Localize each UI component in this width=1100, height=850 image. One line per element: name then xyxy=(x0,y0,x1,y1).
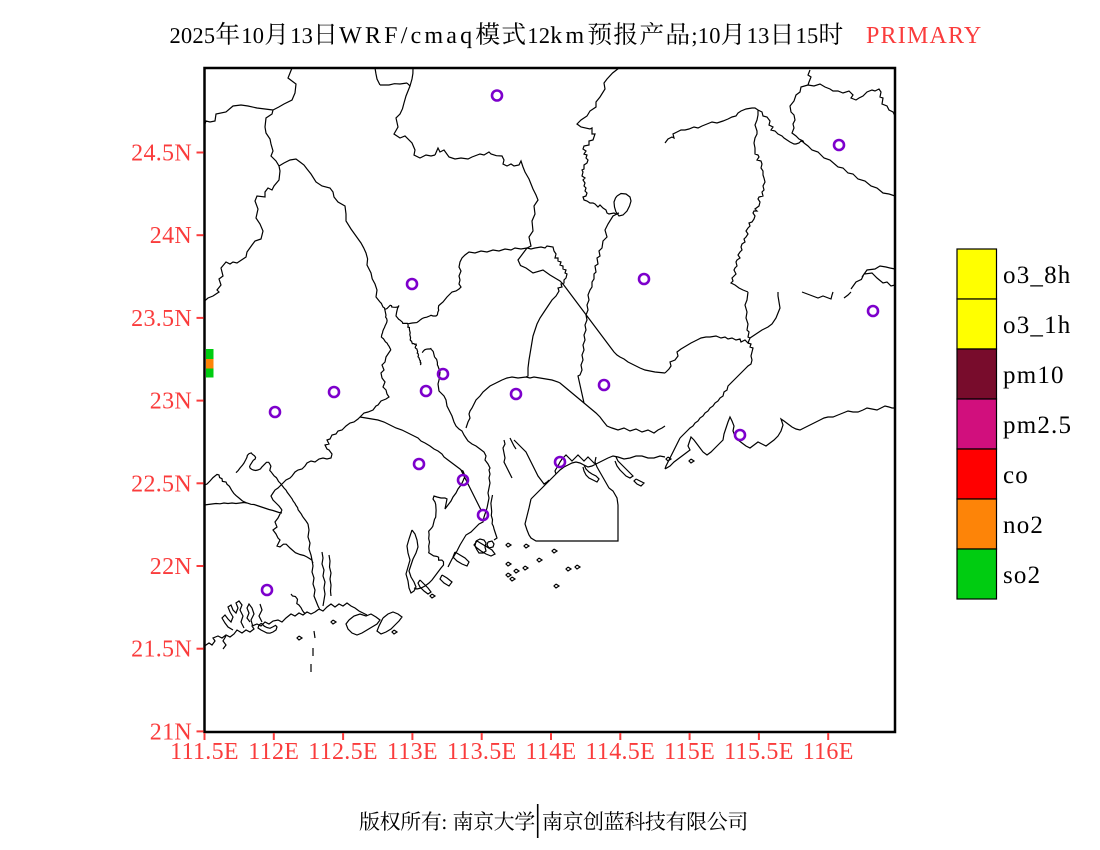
svg-text:116E: 116E xyxy=(803,739,854,765)
svg-text:22.5N: 22.5N xyxy=(131,471,192,497)
svg-text:so2: so2 xyxy=(1003,562,1041,589)
svg-text:112E: 112E xyxy=(248,739,299,765)
svg-text:no2: no2 xyxy=(1003,512,1044,539)
svg-text:o3_8h: o3_8h xyxy=(1003,262,1072,289)
svg-text:24.5N: 24.5N xyxy=(131,141,192,167)
svg-text:115E: 115E xyxy=(664,739,715,765)
svg-text:23N: 23N xyxy=(150,389,192,415)
svg-text:111.5E: 111.5E xyxy=(170,739,239,765)
svg-text:pm2.5: pm2.5 xyxy=(1003,412,1072,439)
svg-text:o3_1h: o3_1h xyxy=(1003,312,1072,339)
svg-text:113E: 113E xyxy=(387,739,438,765)
svg-text:22N: 22N xyxy=(150,554,192,580)
svg-text:co: co xyxy=(1003,462,1029,489)
svg-text:21.5N: 21.5N xyxy=(131,637,192,663)
svg-text:23.5N: 23.5N xyxy=(131,306,192,332)
svg-text:112.5E: 112.5E xyxy=(308,739,378,765)
svg-text:pm10: pm10 xyxy=(1003,362,1065,389)
svg-text:24N: 24N xyxy=(150,223,192,249)
svg-text:115.5E: 115.5E xyxy=(724,739,794,765)
svg-text:PRIMARY: PRIMARY xyxy=(866,23,982,49)
svg-text:21N: 21N xyxy=(150,719,192,745)
svg-text:114E: 114E xyxy=(526,739,577,765)
svg-text:113.5E: 113.5E xyxy=(447,739,517,765)
svg-text:114.5E: 114.5E xyxy=(586,739,656,765)
